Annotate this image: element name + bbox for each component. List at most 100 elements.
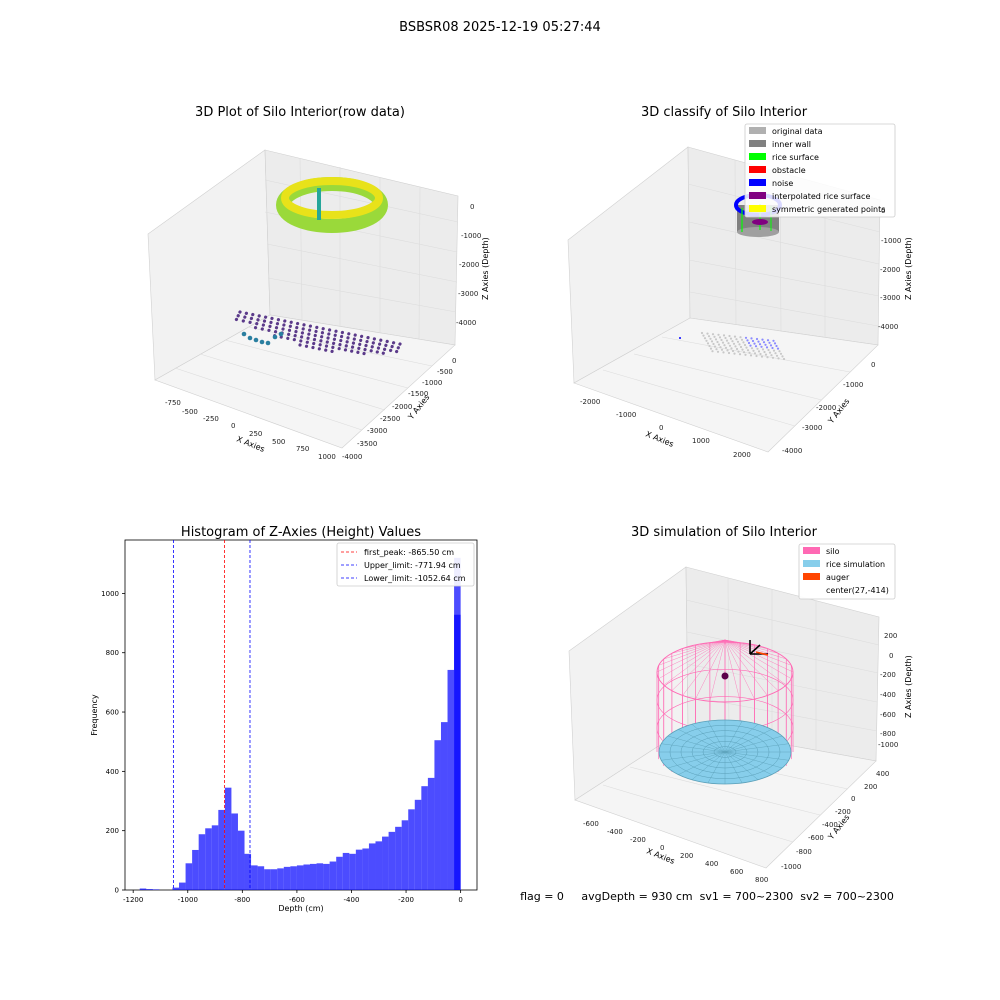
hist-yticks: 0 200 400 600 800 1000 (101, 590, 125, 895)
hist-bars (139, 557, 461, 890)
raw-pane-back (264, 149, 459, 346)
classify-xtick: -2000 (580, 398, 600, 406)
classify-point (757, 340, 760, 343)
classify-ztick: 0 (881, 207, 885, 215)
rice-mesh-spoke (724, 751, 759, 780)
classify-point (740, 338, 744, 341)
classify-ytick: -4000 (782, 447, 802, 455)
classify-legend-swatch (749, 166, 766, 173)
raw-point-column (285, 320, 293, 343)
hist-bar (211, 825, 219, 890)
hist-bar (395, 826, 402, 890)
hist-bar (349, 853, 356, 890)
classify-point (777, 357, 780, 360)
panel-classify-3d: 3D classify of Silo Interior original da… (567, 105, 913, 459)
classify-point (768, 341, 771, 344)
silo-roof-line (724, 639, 779, 654)
hist-bar (244, 853, 252, 890)
rice-mesh-spoke (707, 720, 726, 753)
classify-point (745, 346, 748, 349)
raw-ytick: -2000 (392, 403, 412, 411)
classify-point (731, 340, 734, 343)
classify-point (774, 352, 777, 355)
classify-point (730, 347, 733, 350)
rice-mesh-spoke (724, 729, 772, 753)
rice-mesh-spoke (707, 751, 726, 784)
raw-ztick: -3000 (458, 290, 478, 298)
classify-point (772, 339, 775, 342)
hist-ytick-label: 200 (106, 827, 119, 835)
raw-xtick: 250 (249, 430, 262, 438)
classify-point (756, 347, 759, 350)
raw-xtick: -750 (165, 399, 181, 407)
classify-point (727, 351, 731, 355)
hist-bar (257, 866, 265, 890)
classify-point (746, 349, 750, 352)
classify-point (749, 354, 753, 357)
raw-zlabel: Z Axies (Depth) (481, 237, 490, 300)
classify-legend-swatch (749, 153, 766, 160)
raw-point (259, 339, 265, 345)
classify-point (724, 336, 727, 340)
classify-legend-swatch (749, 140, 766, 147)
raw-ytick: -3500 (357, 440, 377, 448)
classify-xlabel: X Axies (644, 430, 675, 449)
sim-title: 3D simulation of Silo Interior (631, 525, 818, 540)
classify-point (736, 340, 740, 343)
classify-point (753, 342, 756, 345)
classify-legend-label: interpolated rice surface (772, 192, 870, 201)
classify-point (753, 352, 757, 355)
rice-mesh-spoke (691, 724, 726, 753)
silo-roof-line (724, 639, 755, 700)
classify-point (737, 350, 740, 353)
hist-ytick-label: 0 (115, 887, 119, 895)
silo-roof-line (656, 639, 726, 673)
hist-bar (139, 888, 147, 890)
classify-point (715, 348, 718, 351)
silo-roof-line (695, 639, 726, 700)
panel-raw-3d: 3D Plot of Silo Interior(row data) -750 … (147, 105, 490, 461)
classify-point (719, 346, 722, 349)
hist-xtick-label: -800 (234, 896, 250, 904)
sim-ytick: -800 (796, 848, 812, 856)
silo-roof-line (724, 639, 787, 686)
raw-ytick: -500 (437, 368, 453, 376)
classify-legend-swatch (749, 192, 766, 199)
rice-mesh-spoke (724, 724, 759, 753)
classify-point (769, 344, 773, 347)
rice-simulation-mesh (659, 720, 791, 784)
classify-point (728, 334, 731, 338)
hist-bar (329, 861, 337, 890)
classify-point (741, 348, 744, 351)
raw-point-column (343, 332, 351, 355)
raw-point-column (362, 336, 370, 356)
raw-point-column (368, 337, 376, 356)
hist-bar (421, 786, 428, 890)
classify-legend (744, 123, 896, 218)
raw-point-column (292, 321, 300, 345)
raw-point (247, 335, 253, 341)
silo-roof-line (671, 639, 726, 691)
figure-suptitle: BSBSR08 2025-12-19 05:27:44 (399, 20, 601, 35)
classify-point (778, 350, 781, 353)
classify-ytick: 0 (871, 361, 875, 369)
classify-legend-swatch (749, 127, 766, 134)
silo-roof-line (724, 639, 741, 702)
classify-point (760, 345, 763, 348)
raw-point-column (272, 318, 280, 339)
classify-point (709, 337, 712, 340)
classify-point (779, 352, 783, 355)
sim-ztick: -400 (880, 691, 896, 699)
raw-point-column (234, 310, 242, 322)
auger-marker (755, 651, 769, 656)
classify-point (773, 342, 777, 345)
classify-pane-floor (573, 317, 879, 453)
classify-point (728, 344, 732, 347)
classify-point (733, 352, 736, 355)
classify-ytick: -3000 (802, 424, 822, 432)
hist-bar (237, 830, 245, 890)
center-point (721, 672, 729, 680)
raw-point-column (317, 327, 325, 352)
classify-point (743, 343, 747, 347)
classify-point (722, 334, 726, 337)
